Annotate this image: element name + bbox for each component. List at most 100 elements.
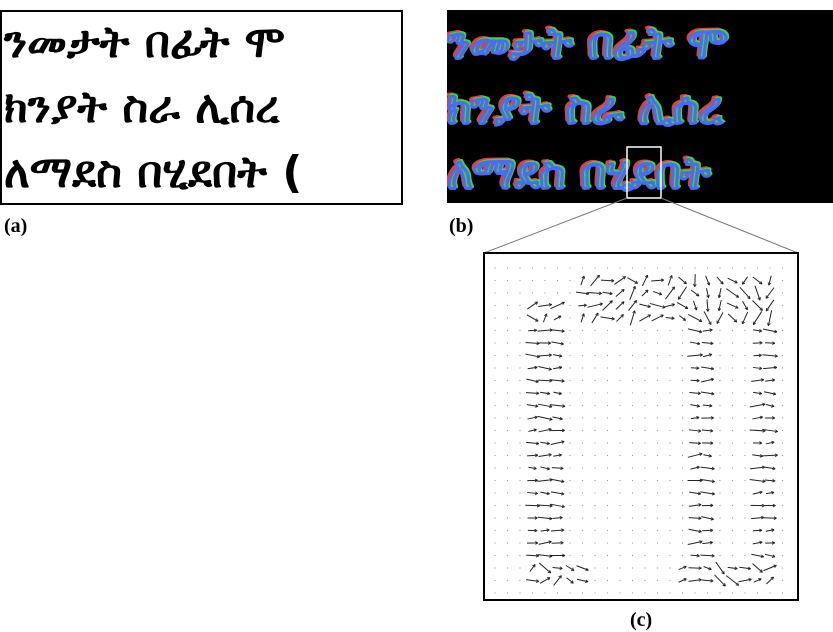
- grid-dot: [569, 492, 570, 493]
- grid-dot: [569, 430, 570, 431]
- grid-dot: [669, 480, 670, 481]
- grid-dot: [669, 517, 670, 518]
- grid-dot: [569, 330, 570, 331]
- grid-dot: [632, 380, 633, 381]
- grid-dot: [619, 567, 620, 568]
- arrow: [601, 280, 614, 281]
- grid-dot: [594, 330, 595, 331]
- grid-dot: [507, 392, 508, 393]
- grid-dot: [682, 355, 683, 356]
- grid-dot: [669, 505, 670, 506]
- panel-label: (b): [449, 215, 473, 237]
- grid-dot: [582, 380, 583, 381]
- grid-dot: [732, 392, 733, 393]
- grid-dot: [769, 267, 770, 268]
- grid-dot: [644, 380, 645, 381]
- grid-dot: [594, 467, 595, 468]
- grid-dot: [507, 505, 508, 506]
- arrow: [552, 543, 564, 544]
- grid-dot: [619, 555, 620, 556]
- grid-dot: [644, 555, 645, 556]
- grid-dot: [782, 442, 783, 443]
- grid-dot: [669, 355, 670, 356]
- grid-dot: [494, 442, 495, 443]
- grid-dot: [594, 592, 595, 593]
- grid-dot: [782, 330, 783, 331]
- grid-dot: [619, 505, 620, 506]
- grid-dot: [519, 492, 520, 493]
- grid-dot: [569, 542, 570, 543]
- grid-dot: [782, 592, 783, 593]
- grid-dot: [519, 355, 520, 356]
- grid-dot: [719, 342, 720, 343]
- grid-dot: [594, 567, 595, 568]
- grid-dot: [494, 367, 495, 368]
- grid-dot: [657, 530, 658, 531]
- grid-dot: [607, 455, 608, 456]
- grid-dot: [594, 455, 595, 456]
- grid-dot: [594, 530, 595, 531]
- grid-dot: [669, 405, 670, 406]
- grid-dot: [519, 542, 520, 543]
- grid-dot: [494, 417, 495, 418]
- grid-dot: [782, 530, 783, 531]
- grid-dot: [682, 505, 683, 506]
- grid-dot: [607, 405, 608, 406]
- grid-dot: [782, 517, 783, 518]
- grid-dot: [782, 580, 783, 581]
- grid-dot: [507, 455, 508, 456]
- grid-dot: [582, 442, 583, 443]
- grid-dot: [507, 317, 508, 318]
- grid-dot: [744, 455, 745, 456]
- grid-dot: [594, 492, 595, 493]
- grid-dot: [594, 267, 595, 268]
- grid-dot: [494, 292, 495, 293]
- text-line: ለማደስ በሂደበት (: [4, 147, 302, 198]
- grid-dot: [519, 392, 520, 393]
- grid-dot: [594, 517, 595, 518]
- grid-dot: [494, 317, 495, 318]
- grid-dot: [682, 417, 683, 418]
- text-line: ንመታት በፊት ሞ: [3, 17, 285, 68]
- grid-dot: [669, 330, 670, 331]
- grid-dot: [732, 380, 733, 381]
- grid-dot: [644, 342, 645, 343]
- grid-dot: [657, 380, 658, 381]
- grid-dot: [632, 342, 633, 343]
- grid-dot: [682, 430, 683, 431]
- grid-dot: [494, 492, 495, 493]
- grid-dot: [682, 342, 683, 343]
- grid-dot: [632, 442, 633, 443]
- grid-dot: [619, 330, 620, 331]
- grid-dot: [782, 355, 783, 356]
- grid-dot: [507, 367, 508, 368]
- grid-dot: [607, 392, 608, 393]
- grid-dot: [494, 517, 495, 518]
- grid-dot: [719, 405, 720, 406]
- zoom-line: [661, 198, 798, 253]
- grid-dot: [582, 480, 583, 481]
- grid-dot: [607, 555, 608, 556]
- grid-dot: [632, 392, 633, 393]
- text-line: ክንያት ስራ ሊሰረ: [4, 82, 281, 133]
- grid-dot: [619, 430, 620, 431]
- grid-dot: [619, 542, 620, 543]
- grid-dot: [769, 592, 770, 593]
- grid-dot: [507, 480, 508, 481]
- grid-dot: [569, 367, 570, 368]
- grid-dot: [782, 292, 783, 293]
- grid-dot: [632, 555, 633, 556]
- grid-dot: [494, 342, 495, 343]
- grid-dot: [519, 305, 520, 306]
- text-line-blue: ለማደስ በሂደበት: [447, 149, 710, 200]
- grid-dot: [619, 417, 620, 418]
- grid-dot: [744, 517, 745, 518]
- grid-dot: [569, 517, 570, 518]
- grid-dot: [632, 542, 633, 543]
- grid-dot: [569, 467, 570, 468]
- grid-dot: [569, 280, 570, 281]
- text-line-blue: ንመታት በፊት ሞ: [446, 19, 728, 70]
- grid-dot: [494, 430, 495, 431]
- grid-dot: [644, 530, 645, 531]
- grid-dot: [682, 530, 683, 531]
